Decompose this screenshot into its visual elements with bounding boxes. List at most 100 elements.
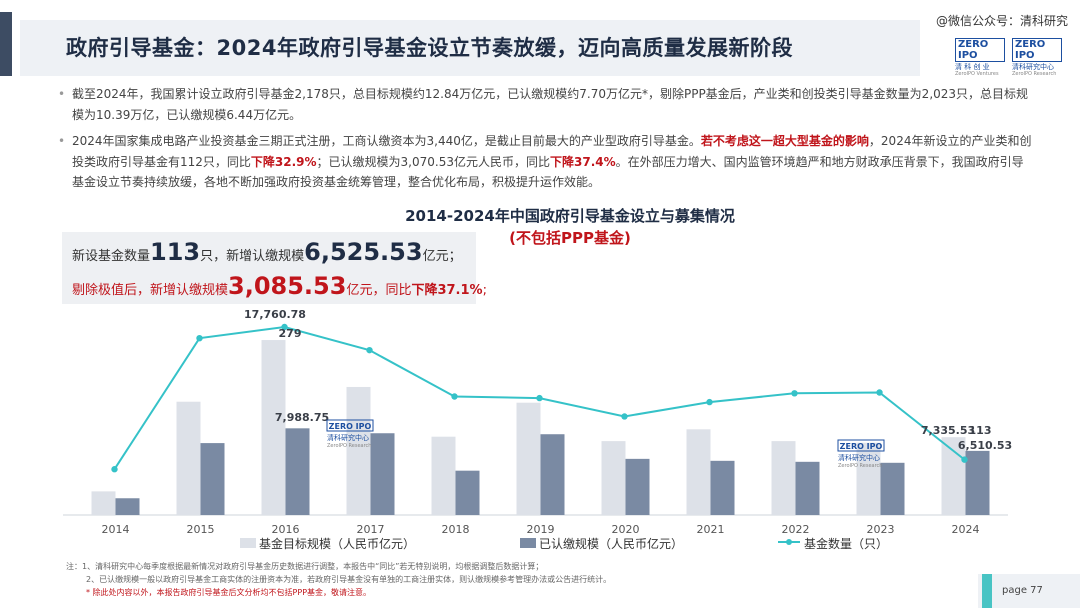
x-tick-label: 2024 xyxy=(952,523,980,536)
fund-count-point xyxy=(791,390,798,397)
x-tick-label: 2021 xyxy=(697,523,725,536)
bar-subscribed-scale xyxy=(285,428,310,515)
bar-subscribed-scale xyxy=(455,470,480,515)
x-tick-label: 2023 xyxy=(867,523,895,536)
stats-label-excl: 剔除极值后，新增认缴规模 xyxy=(72,283,229,298)
x-tick-label: 2022 xyxy=(782,523,810,536)
watermark-logo-top: ZERO IPO xyxy=(329,422,372,431)
page-box xyxy=(978,574,1080,608)
data-label: 7,988.75 xyxy=(275,411,329,424)
legend-label: 基金目标规模（人民币亿元） xyxy=(259,536,415,551)
stats-unit-2: 亿元，同比 xyxy=(346,283,412,298)
title-accent-bar xyxy=(0,12,12,76)
bar-subscribed-scale xyxy=(880,462,905,515)
data-label: 113 xyxy=(969,424,992,437)
watermark-logo-mid: 清科研究中心 xyxy=(327,433,369,442)
fund-count-point xyxy=(196,334,203,342)
logo-bot-text: ZeroIPO Ventures xyxy=(955,71,999,77)
bar-subscribed-scale xyxy=(540,434,565,515)
watermark-logo-top: ZERO IPO xyxy=(840,442,883,451)
stats-new-fund-count: 113 xyxy=(150,238,201,266)
x-tick-label: 2018 xyxy=(442,523,470,536)
page-accent xyxy=(982,574,992,608)
fund-count-point xyxy=(366,346,373,354)
fund-count-point xyxy=(621,413,628,420)
zeroipo-ventures-logo: ZERO IPO 清 科 创 业 ZeroIPO Ventures xyxy=(955,38,1005,77)
zeroipo-research-logo: ZERO IPO 清科研究中心 ZeroIPO Research xyxy=(1012,38,1062,77)
bar-target-scale xyxy=(431,436,456,515)
bullet-2-decline-1: 下降32.9% xyxy=(250,154,317,169)
data-label: 6,510.53 xyxy=(958,439,1012,452)
bullet-2-text-a: 2024年国家集成电路产业投资基金三期正式注册，工商认缴资本为3,440亿，是截… xyxy=(72,134,701,148)
data-label: 17,760.78 xyxy=(244,308,306,321)
footnote-1: 注：1、清科研究中心每季度根据最新情况对政府引导基金历史数据进行调整，本报告中“… xyxy=(66,562,544,571)
stats-new-scale: 6,525.53 xyxy=(304,238,423,266)
stats-end: ; xyxy=(482,283,487,298)
stats-summary-box: 新设基金数量113只，新增认缴规模6,525.53亿元； 剔除极值后，新增认缴规… xyxy=(62,232,487,304)
data-label: 7,335.53 xyxy=(921,424,975,437)
x-tick-label: 2014 xyxy=(102,523,130,536)
bullet-2-highlight: 若不考虑这一超大型基金的影响 xyxy=(700,134,869,148)
stats-label-new-funds: 新设基金数量 xyxy=(72,249,151,264)
bullet-1: 截至2024年，我国累计设立政府引导基金2,178只，总目标规模约12.84万亿… xyxy=(58,84,1033,125)
data-label: 279 xyxy=(279,327,302,340)
bar-target-scale xyxy=(261,340,286,515)
page-title: 政府引导基金：2024年政府引导基金设立节奏放缓，迈向高质量发展新阶段 xyxy=(66,36,793,60)
chart-title: 2014-2024年中国政府引导基金设立与募集情况 xyxy=(405,207,735,225)
watermark-logo-bot: ZeroIPO Research xyxy=(838,463,882,469)
bar-subscribed-scale xyxy=(200,443,225,515)
stats-unit-1: 亿元； xyxy=(422,249,462,264)
bullet-2: 2024年国家集成电路产业投资基金三期正式注册，工商认缴资本为3,440亿，是截… xyxy=(58,131,1033,193)
stats-decline: 下降37.1% xyxy=(411,283,483,298)
fund-count-point xyxy=(876,389,883,396)
watermark-logo-box xyxy=(837,439,885,452)
bullet-2-text-e: ；已认缴规模为3,070.53亿元人民币，同比 xyxy=(316,154,550,169)
stats-excl-scale: 3,085.53 xyxy=(228,272,347,300)
bar-subscribed-scale xyxy=(625,458,650,515)
fund-count-point xyxy=(111,466,118,473)
bullet-1-text: 截至2024年，我国累计设立政府引导基金2,178只，总目标规模约12.84万亿… xyxy=(72,87,1029,122)
legend-swatch xyxy=(520,538,536,548)
fund-count-point xyxy=(281,323,288,331)
fund-count-point xyxy=(536,394,543,402)
bar-target-scale xyxy=(91,491,116,515)
x-tick-label: 2015 xyxy=(187,523,215,536)
x-tick-label: 2020 xyxy=(612,523,640,536)
watermark-logo-bot: ZeroIPO Research xyxy=(327,443,371,449)
logo-top-text: ZERO IPO xyxy=(955,38,1005,62)
bar-target-scale xyxy=(856,442,881,515)
footnote-2: 2、已认缴规模一般以政府引导基金工商实体的注册资本为准，若政府引导基金没有单独的… xyxy=(86,575,612,584)
bar-target-scale xyxy=(516,402,541,515)
legend-swatch-dot xyxy=(786,539,792,545)
x-tick-label: 2017 xyxy=(357,523,385,536)
stats-label-new-scale: 只，新增认缴规模 xyxy=(200,249,305,264)
x-tick-label: 2016 xyxy=(272,523,300,536)
stats-line-1: 新设基金数量113只，新增认缴规模6,525.53亿元； xyxy=(72,238,462,266)
watermark-logo-box xyxy=(326,419,374,432)
fund-count-point xyxy=(706,398,713,406)
bar-subscribed-scale xyxy=(370,433,395,515)
footnote-3: * 除此处内容以外，本报告政府引导基金后文分析均不包括PPP基金，敬请注意。 xyxy=(86,588,372,597)
bullet-2-text-g: 。在外部压力增大、国内监管环境趋严和地方财政承压背景下，我国政府引导基金设立节奏… xyxy=(72,154,1024,190)
bar-subscribed-scale xyxy=(965,450,990,515)
logo-bot-text: ZeroIPO Research xyxy=(1012,71,1057,77)
legend-label: 基金数量（只） xyxy=(804,536,888,551)
bar-target-scale xyxy=(686,429,711,515)
stats-line-2: 剔除极值后，新增认缴规模3,085.53亿元，同比下降37.1%; xyxy=(72,272,487,300)
chart-subtitle: (不包括PPP基金) xyxy=(509,229,631,247)
bullet-list: 截至2024年，我国累计设立政府引导基金2,178只，总目标规模约12.84万亿… xyxy=(58,84,1033,199)
bar-target-scale xyxy=(601,441,626,515)
bar-subscribed-scale xyxy=(710,460,735,515)
title-box xyxy=(20,20,920,76)
logo-mid-text: 清 科 创 业 xyxy=(955,63,990,71)
wechat-watermark: @微信公众号：清科研究 xyxy=(935,14,1068,28)
bullet-2-text-c: ，2024年新设立的产业类和创投类政府引导基金有112只，同比 xyxy=(72,134,1032,169)
legend-swatch xyxy=(240,538,256,548)
watermark-logo-mid: 清科研究中心 xyxy=(838,453,880,462)
bar-subscribed-scale xyxy=(115,498,140,515)
bar-target-scale xyxy=(346,386,371,515)
bar-subscribed-scale xyxy=(795,461,820,515)
legend-label: 已认缴规模（人民币亿元） xyxy=(539,536,683,551)
bar-target-scale xyxy=(176,401,201,515)
